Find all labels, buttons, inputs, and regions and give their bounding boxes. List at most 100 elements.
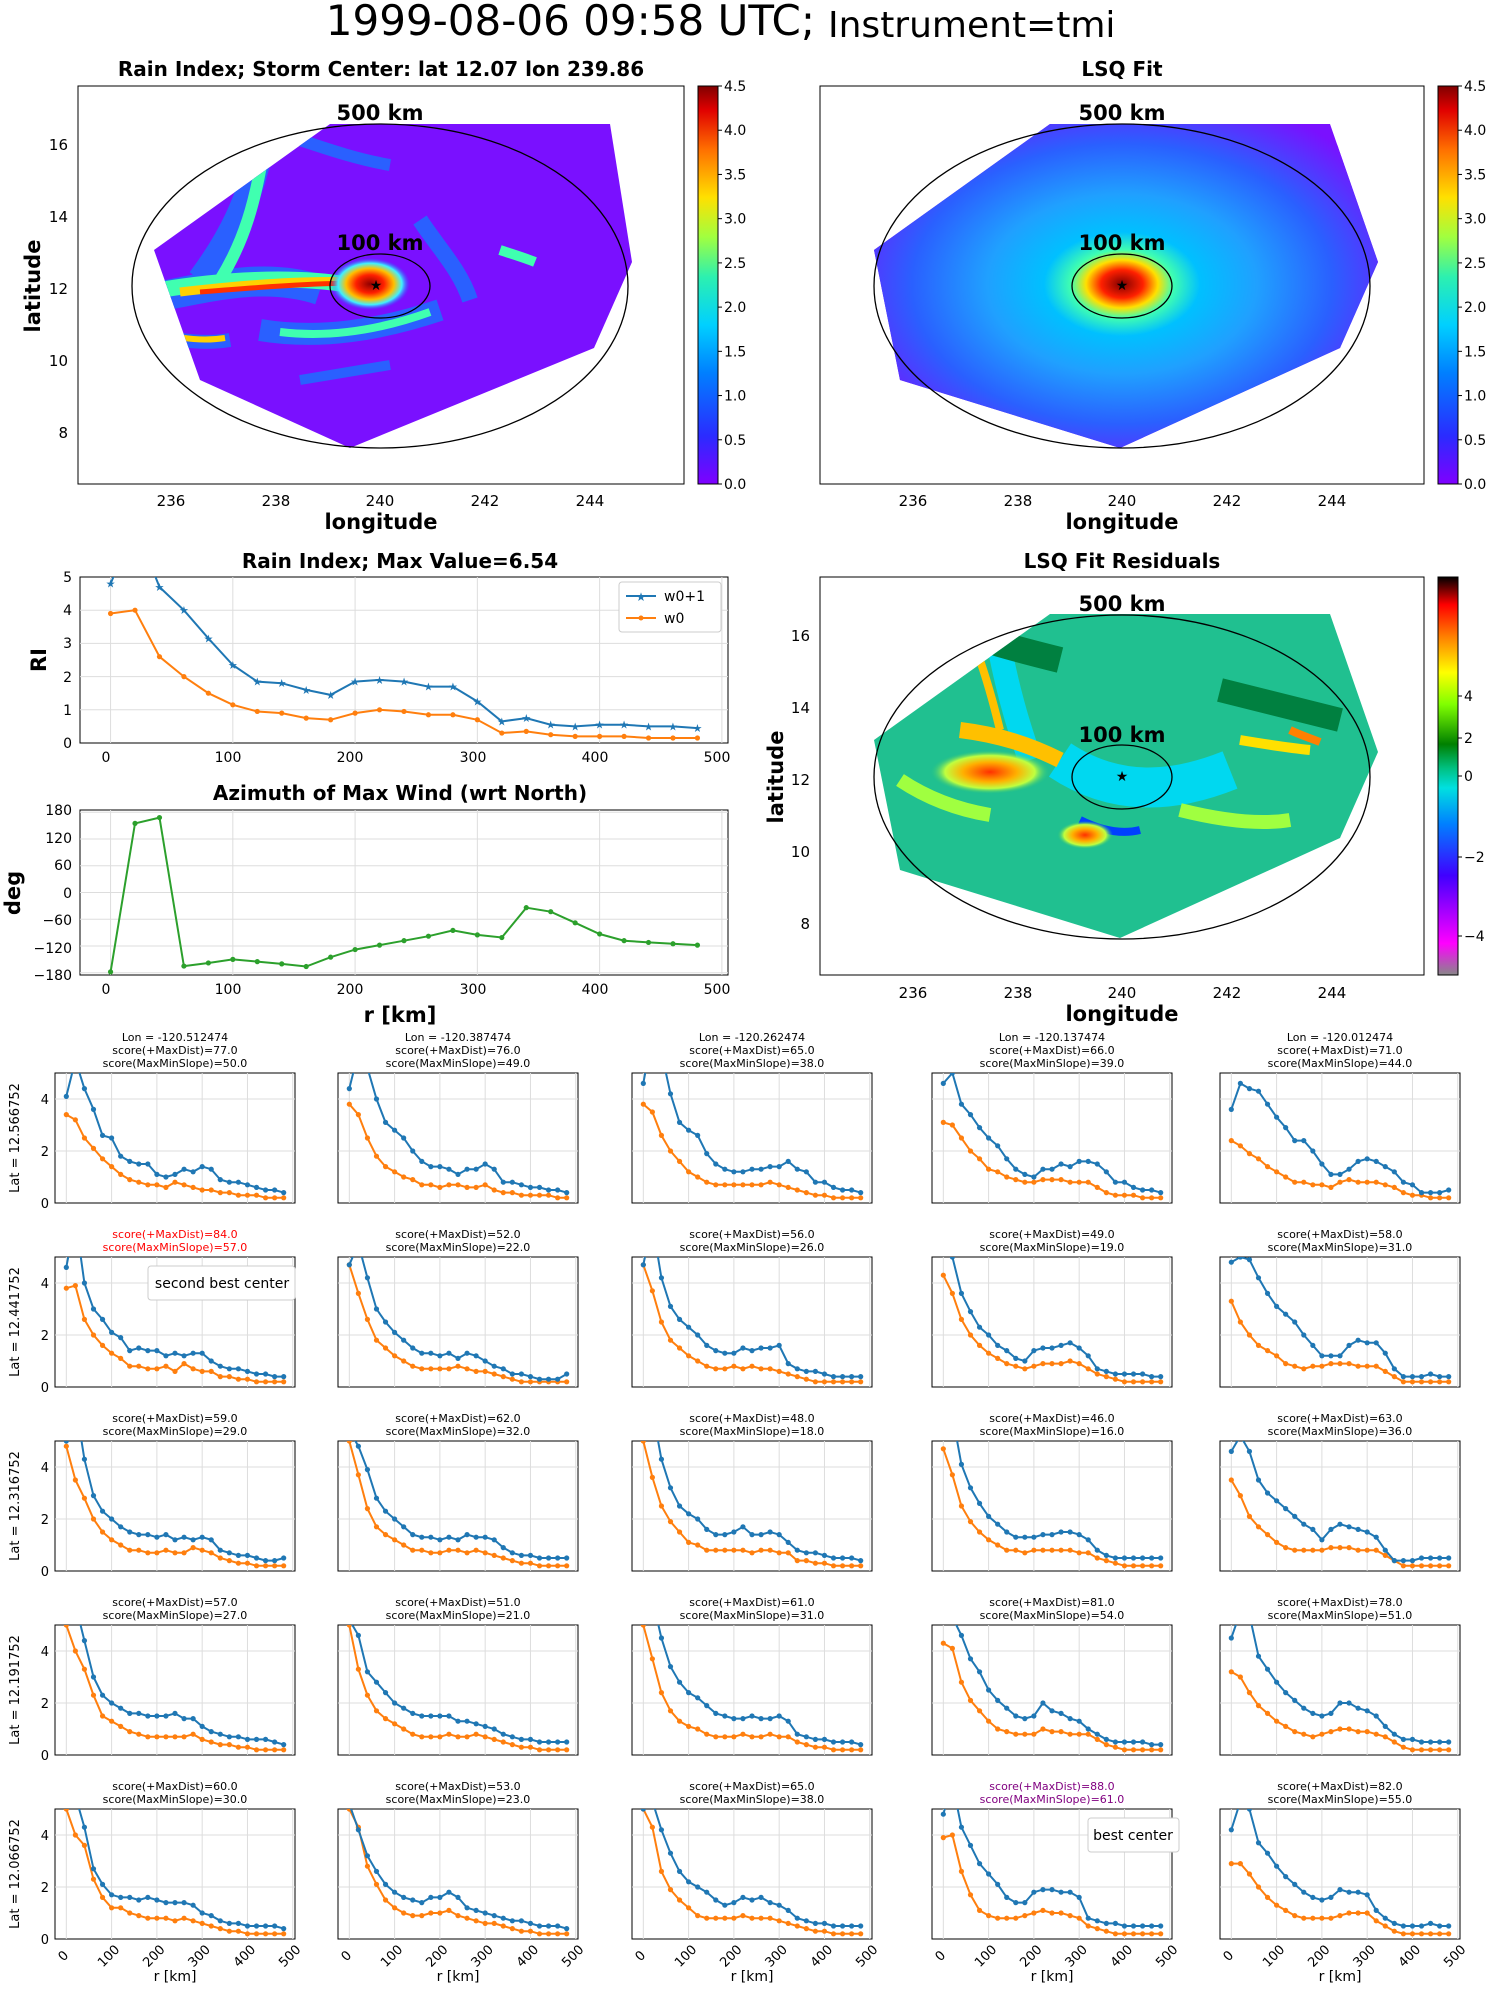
- candidate-w0-series-point: [1437, 1747, 1443, 1753]
- candidate-w0p1-series-point: [1283, 1125, 1289, 1131]
- best-center-label: best center: [1093, 1828, 1173, 1844]
- best-center-box: best center: [1087, 1817, 1180, 1853]
- rain-map-ring-100: [329, 253, 431, 319]
- candidate-w0p1-series-point: [1040, 1166, 1046, 1172]
- candidate-w0p1-series-point: [464, 1166, 470, 1172]
- candidate-w0-series-point: [109, 1164, 115, 1170]
- candidate-w0p1-series-point: [976, 1861, 983, 1867]
- candidate-w0p1-series-point: [428, 1164, 434, 1170]
- candidate-w0-series-point: [1418, 1931, 1425, 1937]
- candidate-w0-series-point: [410, 1547, 416, 1553]
- rain-profile-w0-series-point: [425, 712, 432, 718]
- candidate-w0p1-series-point: [1121, 1371, 1128, 1377]
- lsq-map-colorbar-ticks: 0.00.51.01.52.02.53.03.54.04.5: [1458, 79, 1486, 493]
- candidate-w0p1-series-point: [1446, 1923, 1452, 1929]
- candidate-w0-series-point: [1364, 1729, 1370, 1735]
- candidate-w0-series-point: [803, 1558, 809, 1564]
- candidate-w0-series-point: [658, 1690, 665, 1696]
- candidate-panel-r0-c1: Lon = -120.387474score(+MaxDist)=76.0sco…: [337, 1031, 579, 1204]
- candidate-w0p1-series-point: [995, 1521, 1001, 1527]
- candidate-w0p1-series-point: [500, 1179, 506, 1185]
- candidate-w0-series-point: [1264, 1710, 1271, 1716]
- candidate-w0-series-point: [1058, 1177, 1064, 1183]
- candidate-w0-series-point: [564, 1563, 570, 1569]
- candidate-w0p1-series-point: [437, 1164, 443, 1170]
- candidate-w0-series-point: [776, 1734, 782, 1740]
- candidate-xtick: 300: [1351, 1942, 1379, 1970]
- candidate-score-maxminslope: score(MaxMinSlope)=39.0: [980, 1057, 1125, 1070]
- candidate-w0-series-point: [373, 1153, 380, 1159]
- candidate-score-maxdist: score(+MaxDist)=88.0: [989, 1780, 1114, 1793]
- colorbar-ticklabel: 1.0: [724, 389, 746, 405]
- candidate-w0p1-series-point: [136, 1710, 142, 1716]
- candidate-w0p1-series-point: [821, 1371, 828, 1377]
- candidate-w0-series-point: [90, 1145, 97, 1151]
- candidate-w0-series-point: [281, 1747, 287, 1753]
- candidate-w0-series-point: [99, 1156, 106, 1162]
- colorbar-ticklabel: 1.5: [1464, 344, 1486, 360]
- candidate-w0-series-point: [172, 1368, 178, 1374]
- candidate-w0p1-series-point: [1427, 1920, 1434, 1926]
- candidate-w0-series: [940, 1832, 1164, 1937]
- candidate-w0p1-series-point: [1149, 1374, 1155, 1380]
- candidate-w0p1-series-point: [676, 1316, 683, 1322]
- candidate-w0-series-point: [731, 1182, 737, 1188]
- candidate-w0-series-point: [1058, 1910, 1064, 1916]
- candidate-w0-series-point: [1437, 1931, 1443, 1937]
- candidate-w0-series-point: [704, 1915, 710, 1921]
- candidate-w0-series-point: [262, 1563, 269, 1569]
- candidate-w0-series-point: [722, 1366, 728, 1372]
- candidate-w0-series-point: [695, 1726, 701, 1732]
- candidate-w0-series-point: [1355, 1363, 1361, 1369]
- candidate-w0p1-series-point: [1121, 1739, 1128, 1745]
- candidate-score-maxdist: score(+MaxDist)=84.0: [112, 1228, 237, 1241]
- candidate-w0p1-series-point: [849, 1739, 855, 1745]
- candidate-w0p1-series-point: [1264, 1850, 1271, 1856]
- candidate-w0p1-series-point: [1301, 1138, 1307, 1144]
- azimuth-series-point: [254, 959, 260, 965]
- candidate-w0-series: [346, 1441, 570, 1569]
- candidate-w0-series-point: [482, 1920, 488, 1926]
- candidate-w0p1-series-point: [713, 1532, 719, 1538]
- candidate-w0p1-series-point: [473, 1534, 479, 1540]
- rain-profile-w0p1-series-point: ★: [277, 677, 287, 690]
- candidate-w0-series-point: [446, 1182, 452, 1188]
- candidate-w0-series-point: [1364, 1547, 1370, 1553]
- candidate-w0p1-series-point: [839, 1923, 846, 1929]
- candidate-score-maxminslope: score(MaxMinSlope)=32.0: [386, 1425, 531, 1438]
- candidate-w0-series-point: [172, 1734, 178, 1740]
- candidate-panel-frame: [931, 1624, 1173, 1756]
- candidate-w0p1-series-point: [686, 1127, 692, 1133]
- candidate-w0p1-series-point: [1255, 1275, 1262, 1281]
- candidate-w0-series-point: [244, 1931, 251, 1937]
- azimuth-xtick: 300: [460, 982, 487, 998]
- candidate-w0-series-point: [1346, 1177, 1352, 1183]
- candidate-w0p1-series-point: [1228, 1827, 1234, 1833]
- candidate-w0p1-series-point: [1301, 1332, 1307, 1338]
- candidate-w0-series-point: [1382, 1368, 1388, 1374]
- candidate-w0p1-series-point: [536, 1555, 543, 1561]
- rain-profile-w0-series-point: [548, 732, 554, 738]
- azimuth-series-point: [523, 905, 529, 911]
- candidate-w0p1-series-point: [1031, 1348, 1037, 1354]
- colorbar-ticklabel: 2.0: [1464, 300, 1486, 316]
- lsq-fit-map: LSQ Fit 500 km 100 km ★ 236 238 240 242 …: [819, 57, 1486, 534]
- resid-map-yticks: 8 10 12 14 16: [791, 627, 810, 933]
- candidate-w0-series-point: [1013, 1547, 1019, 1553]
- rain-map-xlabel: longitude: [324, 510, 437, 534]
- candidate-w0p1-series: [657, 1625, 864, 1748]
- candidate-w0p1-series-point: [785, 1718, 791, 1724]
- candidate-w0p1-series-point: [1437, 1739, 1443, 1745]
- candidate-w0p1-series-point: [940, 1811, 946, 1817]
- candidate-w0-series-point: [118, 1542, 124, 1548]
- candidate-w0p1-series-point: [722, 1350, 728, 1356]
- candidate-w0p1-series-point: [1013, 1166, 1019, 1172]
- candidate-w0-series-point: [373, 1337, 380, 1343]
- candidate-w0-series-point: [1328, 1729, 1334, 1735]
- candidate-xtick: 500: [559, 1942, 587, 1970]
- candidate-w0-series-point: [695, 1913, 701, 1919]
- candidate-w0p1-series-point: [564, 1555, 570, 1561]
- candidate-w0p1-series-point: [473, 1907, 479, 1913]
- candidate-w0p1-series-point: [1058, 1710, 1064, 1716]
- candidate-w0-series-point: [1310, 1182, 1316, 1188]
